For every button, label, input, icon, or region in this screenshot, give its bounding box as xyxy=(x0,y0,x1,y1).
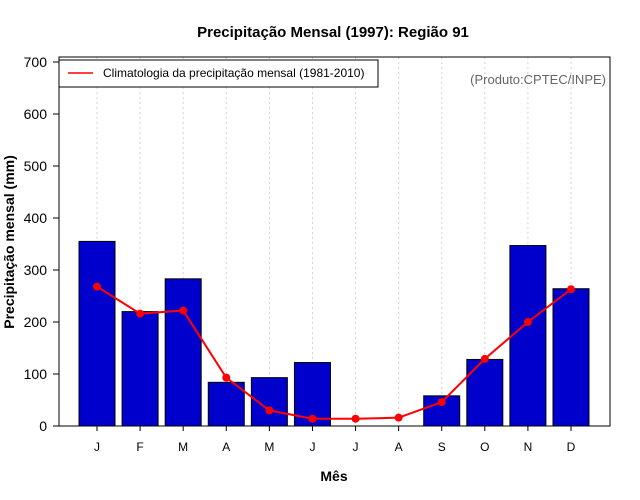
x-tick-label: F xyxy=(136,440,143,454)
bar xyxy=(164,278,202,427)
bar xyxy=(552,288,590,427)
plot-frame xyxy=(58,56,611,427)
y-tick-label: 100 xyxy=(24,366,48,382)
bar xyxy=(121,311,159,427)
y-tick-label: 500 xyxy=(24,158,48,174)
climatology-point xyxy=(394,413,403,422)
climatology-point xyxy=(93,282,101,291)
legend: Climatologia da precipitação mensal (198… xyxy=(58,59,379,88)
y-tick-label: 200 xyxy=(24,314,48,330)
climatology-point xyxy=(222,373,231,382)
bar xyxy=(78,240,116,427)
grid-lines xyxy=(96,57,572,426)
legend-entry: Climatologia da precipitação mensal (198… xyxy=(103,66,364,80)
x-tick-label: J xyxy=(353,440,359,454)
x-tick-label: A xyxy=(222,440,230,454)
y-tick-label: 600 xyxy=(24,106,48,122)
legend-box xyxy=(58,59,379,88)
y-tick-label: 400 xyxy=(24,210,48,226)
y-axis-label: Precipitação mensal (mm) xyxy=(1,155,17,329)
climatology-point xyxy=(308,414,317,423)
climatology-point xyxy=(567,285,575,294)
climatology-point xyxy=(480,354,489,363)
bar-series xyxy=(78,240,590,427)
chart-title: Precipitação Mensal (1997): Região 91 xyxy=(197,24,469,41)
x-axis-label: Mês xyxy=(320,468,347,484)
climatology-point xyxy=(265,406,274,415)
climatology-line-series xyxy=(93,282,575,423)
y-axis: 0 100 200 300 400 500 600 700 xyxy=(24,54,59,434)
bar xyxy=(509,245,547,427)
climatology-point xyxy=(179,306,188,315)
x-tick-label: O xyxy=(480,440,489,454)
climatology-point xyxy=(523,318,532,326)
x-tick-label: S xyxy=(438,440,446,454)
climatology-point xyxy=(437,398,446,407)
product-credit: (Produto:CPTEC/INPE) xyxy=(470,72,606,87)
x-tick-label: J xyxy=(309,440,315,454)
bar xyxy=(466,358,504,427)
y-tick-label: 0 xyxy=(39,418,47,434)
x-tick-label: A xyxy=(395,440,403,454)
climatology-point xyxy=(351,414,360,423)
climatology-point xyxy=(136,309,145,318)
x-tick-label: D xyxy=(567,440,576,454)
x-tick-label: M xyxy=(178,440,188,454)
x-tick-label: J xyxy=(94,440,100,454)
y-tick-label: 700 xyxy=(24,54,48,70)
climatology-line xyxy=(96,285,572,420)
y-tick-label: 300 xyxy=(24,262,48,278)
x-tick-label: N xyxy=(524,440,533,454)
x-tick-label: M xyxy=(264,440,274,454)
bar xyxy=(207,381,245,427)
